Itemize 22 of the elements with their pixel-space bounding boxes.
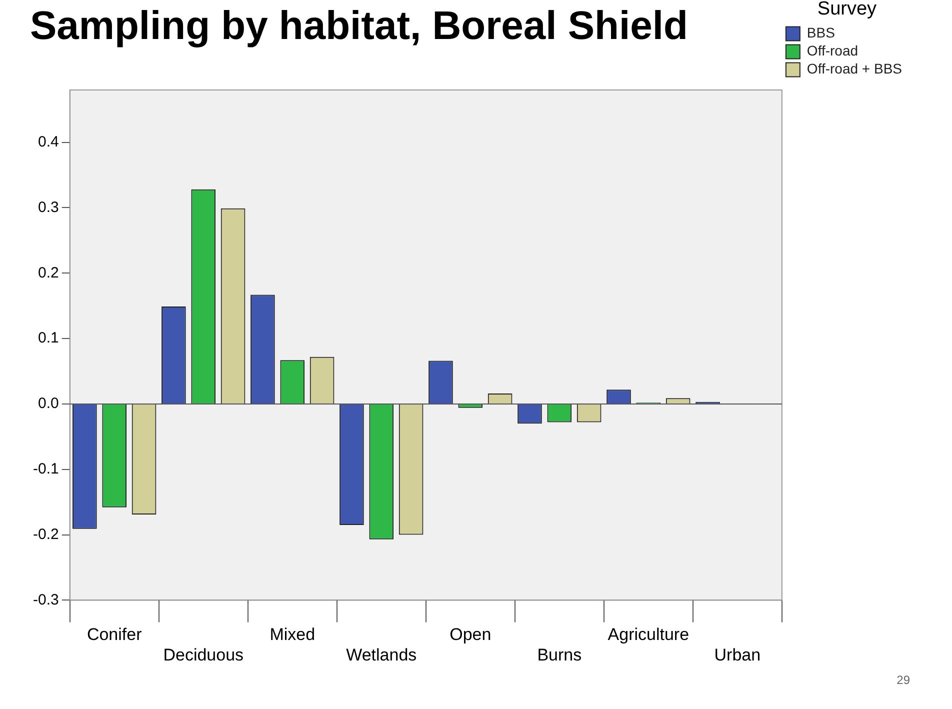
y-tick-label: 0.1 [38, 330, 59, 347]
y-tick-label: -0.3 [32, 591, 59, 608]
y-tick-label: -0.2 [32, 526, 59, 543]
x-tick-label: Urban [714, 645, 761, 664]
x-tick-label: Conifer [86, 625, 142, 644]
legend-title: Survey [817, 0, 878, 20]
x-tick-label: Mixed [270, 625, 316, 644]
x-tick-label: Burns [537, 645, 582, 664]
x-tick-label: Agriculture [608, 625, 690, 644]
legend-label: BBS [806, 24, 835, 41]
legend-label: Off-road [806, 42, 858, 59]
y-tick-label: 0.2 [38, 264, 59, 282]
x-tick-label: Deciduous [163, 645, 244, 664]
x-tick-label: Open [450, 625, 492, 644]
y-tick-label: 0.0 [38, 395, 59, 412]
y-tick-label: -0.1 [32, 460, 59, 478]
chart-title: Sampling by habitat, Boreal Shield [30, 4, 688, 48]
y-tick-label: 0.4 [38, 133, 59, 150]
legend-label: Off-road + BBS [806, 60, 902, 77]
text: 29 [896, 673, 910, 687]
y-tick-label: 0.3 [38, 198, 59, 216]
x-tick-label: Wetlands [346, 645, 417, 664]
